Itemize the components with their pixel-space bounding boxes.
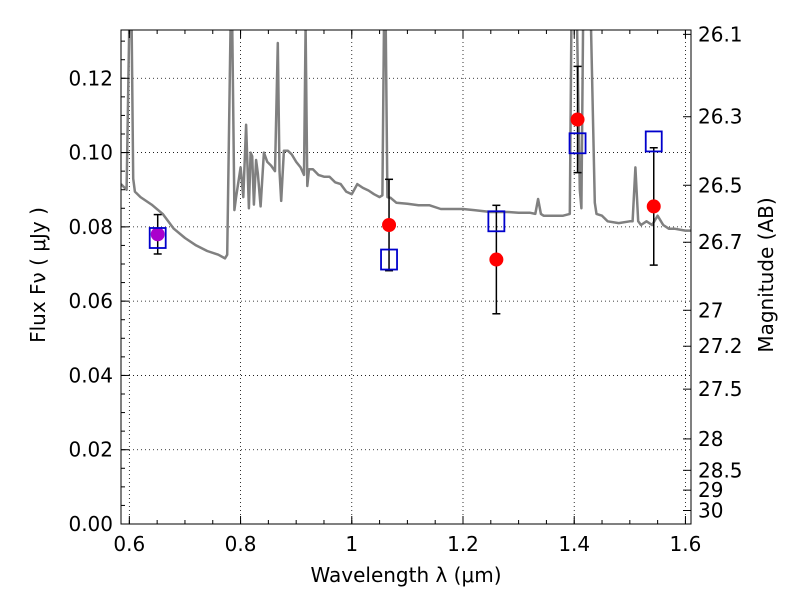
right-axis-tick-label: 30 — [698, 499, 723, 523]
plot-frame — [120, 29, 692, 525]
right-axis-tick-label: 29 — [698, 478, 723, 502]
observed-point — [150, 227, 165, 242]
model-photometry-point — [644, 130, 663, 153]
right-axis-tick-label: 26.5 — [698, 173, 743, 197]
right-axis-tick-label: 27.5 — [698, 377, 743, 401]
x-axis-title: Wavelength λ (μm) — [310, 563, 501, 587]
model-photometry-point — [568, 132, 587, 155]
y-axis-title-text: Flux Fν ( μJy ) — [26, 207, 50, 343]
observed-point — [489, 252, 504, 267]
observed-point — [382, 218, 397, 232]
x-tick-label: 1.2 — [447, 532, 479, 556]
model-photometry-point — [380, 248, 398, 271]
y-tick-label: 0.04 — [68, 363, 113, 387]
y-axis-title: Flux Fν ( μJy ) — [26, 207, 50, 343]
y-tick-label: 0.06 — [68, 289, 113, 313]
right-axis-tick-label: 27 — [698, 298, 723, 322]
model-spectrum-line — [121, 30, 691, 260]
y-tick-label: 0.08 — [68, 215, 113, 239]
x-tick-label: 0.8 — [225, 532, 257, 556]
x-axis-title-text: Wavelength λ (μm) — [310, 563, 502, 587]
model-photometry-point — [148, 227, 167, 249]
x-tick-label: 1.4 — [558, 532, 590, 556]
right-axis-tick-label: 27.2 — [698, 334, 743, 358]
right-axis-tick-label: 28 — [698, 427, 723, 451]
ticks-layer: 0.6 0.8 1 1.2 1.4 1.6 0.00 0.02 0.04 0.06 0.08 0.10… — [68, 22, 742, 556]
grid-layer — [121, 30, 691, 525]
y-tick-label: 0.10 — [68, 141, 113, 165]
y-tick-label: 0.12 — [68, 66, 113, 90]
model-photometry-point — [487, 210, 506, 233]
points-layer — [148, 65, 663, 315]
y-tick-label: 0.00 — [68, 512, 113, 536]
x-tick-label: 1.6 — [670, 532, 702, 556]
y-tick-label: 0.02 — [68, 438, 113, 462]
right-axis-tick-label: 26.3 — [698, 105, 743, 129]
right-axis-title-text: Magnitude (AB) — [754, 197, 778, 353]
model-spectrum-layer — [121, 30, 691, 260]
observed-point — [570, 112, 585, 127]
right-axis-tick-label: 26.1 — [698, 22, 743, 46]
x-tick-label: 0.6 — [113, 532, 145, 556]
right-axis-title: Magnitude (AB) — [754, 197, 778, 352]
x-tick-label: 1 — [345, 532, 358, 556]
right-axis-tick-label: 28.5 — [698, 458, 743, 482]
right-axis-tick-label: 26.7 — [698, 230, 743, 254]
observed-point — [646, 199, 661, 214]
